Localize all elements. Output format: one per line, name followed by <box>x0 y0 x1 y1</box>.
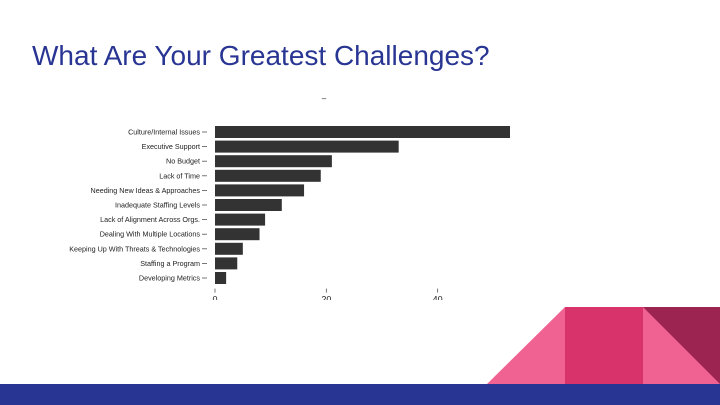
footer-decoration <box>0 307 720 405</box>
y-tick-label-3: Lack of Time <box>159 171 200 180</box>
bar-9 <box>215 257 238 270</box>
x-tick-label-2: 40 <box>433 295 443 300</box>
bar-1 <box>215 140 399 153</box>
pink-square-middle <box>565 307 643 384</box>
bar-0 <box>215 126 510 138</box>
bar-2 <box>215 155 332 168</box>
bar-3 <box>215 169 321 182</box>
footer-band <box>0 384 720 405</box>
y-tick-label-2: No Budget <box>166 157 200 166</box>
bar-7 <box>215 228 260 241</box>
bars-group <box>215 126 510 284</box>
slide-title: What Are Your Greatest Challenges? <box>32 40 490 71</box>
y-tick-label-7: Dealing With Multiple Locations <box>100 230 201 239</box>
y-tick-label-4: Needing New Ideas & Approaches <box>91 186 201 195</box>
x-tick-label-1: 20 <box>321 295 331 300</box>
x-tick-label-0: 0 <box>212 295 217 300</box>
y-tick-label-10: Developing Metrics <box>139 274 201 283</box>
bar-4 <box>215 184 305 197</box>
chart-title-mark: – <box>322 94 327 103</box>
pink-triangle-right <box>643 307 720 384</box>
y-tick-labels: Culture/Internal Issues Executive Support… <box>69 128 207 283</box>
bar-8 <box>215 242 243 255</box>
bar-6 <box>215 213 266 226</box>
x-axis: 0 20 40 <box>212 288 443 300</box>
bar-10 <box>215 272 227 284</box>
y-tick-label-5: Inadequate Staffing Levels <box>115 201 200 210</box>
bar-5 <box>215 199 282 211</box>
y-tick-label-6: Lack of Alignment Across Orgs. <box>100 215 200 224</box>
y-tick-label-8: Keeping Up With Threats & Technologies <box>69 244 200 253</box>
y-tick-label-0: Culture/Internal Issues <box>128 128 200 137</box>
y-tick-label-1: Executive Support <box>142 142 200 151</box>
bar-chart: – Culture/Internal Issues Executive Suppo… <box>69 94 510 300</box>
pink-triangle-left <box>487 307 565 384</box>
y-tick-label-9: Staffing a Program <box>140 259 200 268</box>
